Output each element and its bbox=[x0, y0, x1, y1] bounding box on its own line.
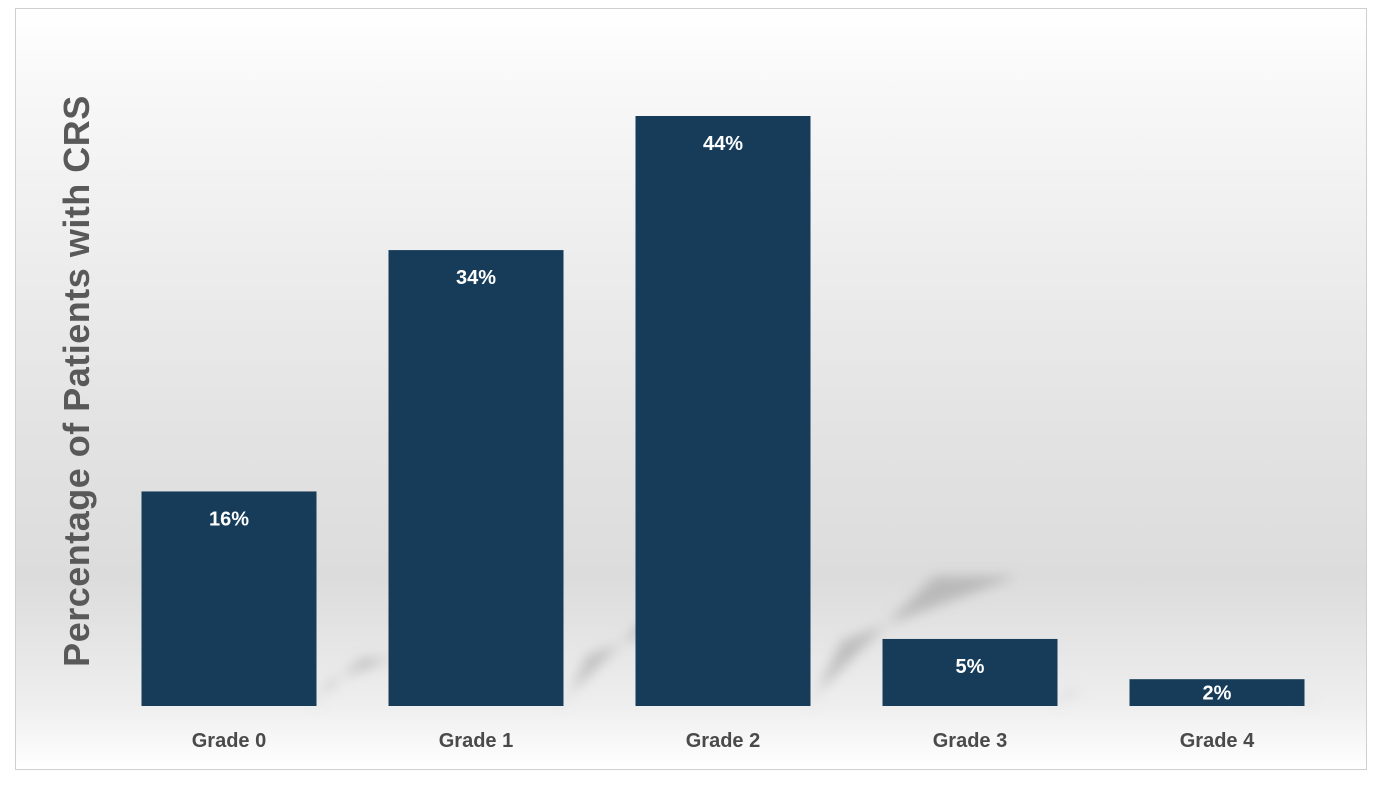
bar-shadow bbox=[1057, 691, 1081, 706]
bar bbox=[141, 491, 317, 706]
x-tick-label: Grade 3 bbox=[933, 730, 1007, 752]
x-tick-label: Grade 1 bbox=[439, 730, 513, 752]
bar bbox=[388, 250, 564, 706]
y-axis-title: Percentage of Patients with CRS bbox=[56, 95, 97, 667]
bar-value-label: 34% bbox=[456, 267, 496, 289]
bar bbox=[882, 638, 1058, 706]
bar-chart: 16% 34% 44% 5% 2% Grade 0 Grade 1 Grade 2 Grade… bbox=[56, 95, 1314, 752]
bar-value-label: 44% bbox=[703, 133, 743, 155]
x-tick-label: Grade 0 bbox=[192, 730, 266, 752]
bar bbox=[635, 116, 811, 706]
bar bbox=[1129, 679, 1305, 706]
bar-value-label: 16% bbox=[209, 508, 249, 530]
x-tick-label: Grade 4 bbox=[1180, 730, 1255, 752]
bar-shadow bbox=[1304, 700, 1314, 706]
bar-shadow bbox=[810, 576, 1017, 706]
bar-value-label: 5% bbox=[956, 656, 985, 678]
bar-shadow bbox=[316, 658, 392, 706]
chart-frame: 16% 34% 44% 5% 2% Grade 0 Grade 1 Grade 2 Grade… bbox=[15, 8, 1367, 770]
bar-value-label: 2% bbox=[1203, 683, 1232, 705]
x-tick-label: Grade 2 bbox=[686, 730, 760, 752]
